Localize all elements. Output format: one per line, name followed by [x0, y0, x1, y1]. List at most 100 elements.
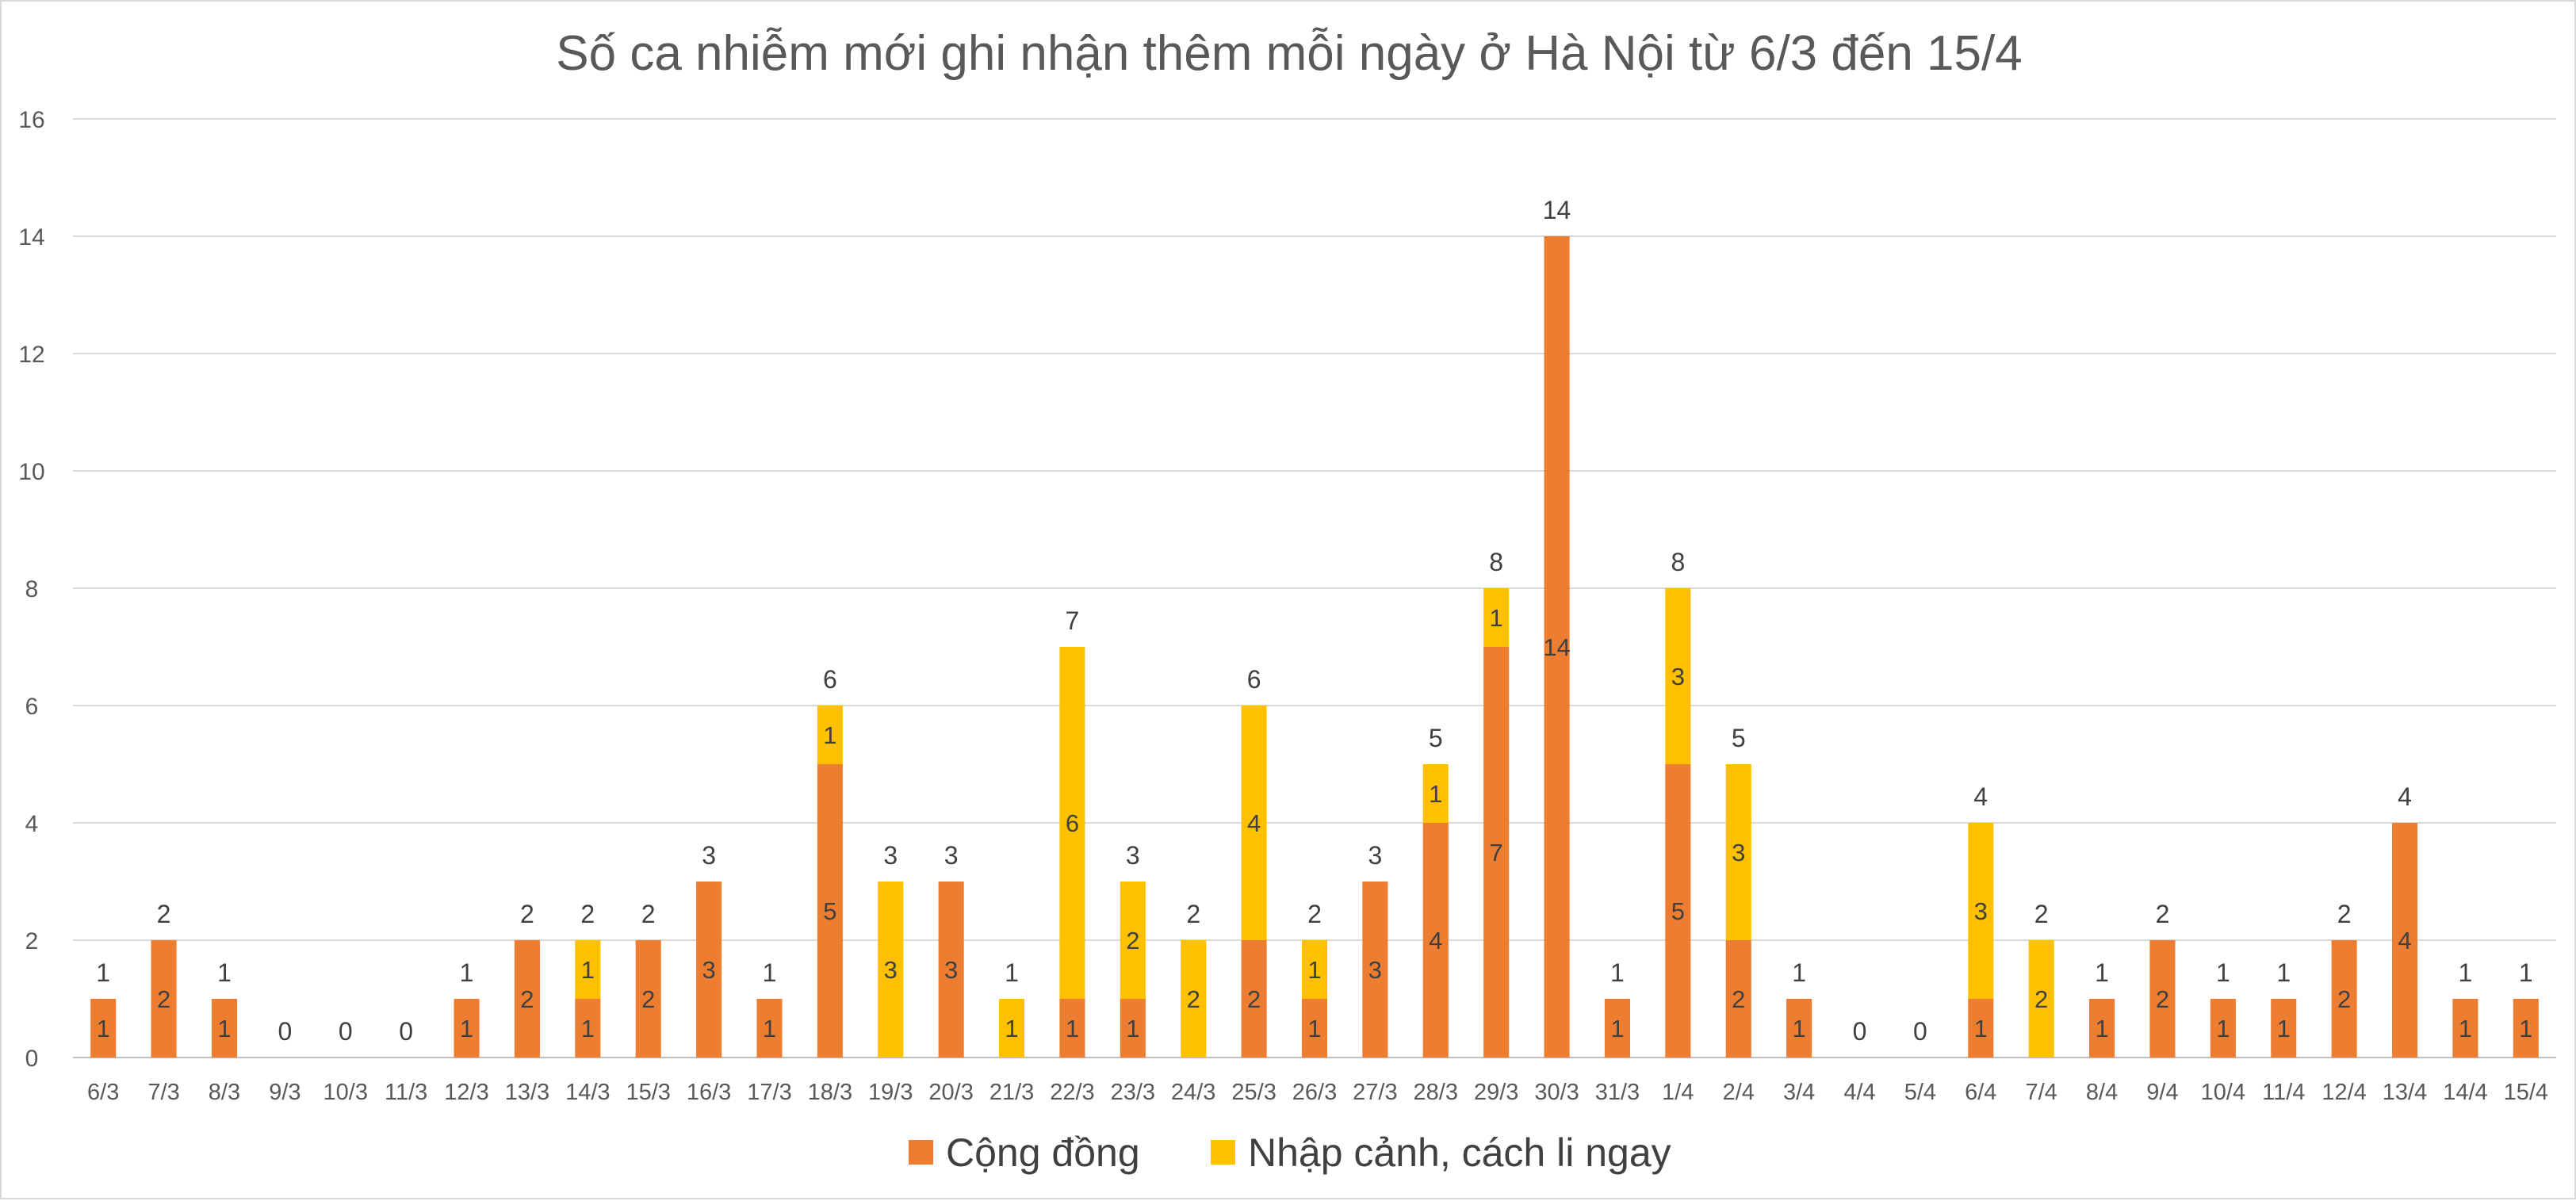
segment-data-label: 1: [1126, 1015, 1139, 1042]
legend-label-cong-dong: Cộng đồng: [946, 1130, 1140, 1175]
x-tick-label: 11/3: [385, 1080, 427, 1105]
segment-data-label: 2: [2337, 985, 2351, 1013]
total-data-label: 14: [1543, 196, 1571, 224]
segment-data-label: 1: [1005, 1015, 1018, 1042]
y-tick-label: 2: [25, 928, 39, 954]
bar-segment-cong-dong: [211, 999, 238, 1058]
x-tick-label: 9/4: [2146, 1080, 2178, 1105]
bar-segment-cong-dong: [1422, 823, 1449, 1058]
total-data-label: 1: [2095, 958, 2109, 987]
bar-segment-nhap-canh: [1725, 764, 1751, 940]
segment-data-label: 1: [2459, 1015, 2472, 1042]
segment-data-label: 2: [2034, 985, 2048, 1013]
bar-segment-cong-dong: [1120, 999, 1146, 1058]
segment-data-label: 4: [1429, 927, 1442, 954]
bar-segment-cong-dong: [454, 999, 480, 1058]
bar-segment-cong-dong: [2149, 940, 2176, 1058]
total-data-label: 8: [1489, 548, 1503, 576]
y-tick-label: 8: [25, 576, 39, 602]
y-tick-label: 16: [18, 107, 44, 133]
x-tick-label: 10/3: [323, 1080, 368, 1105]
x-tick-label: 15/4: [2504, 1080, 2548, 1105]
bar-segment-cong-dong: [1968, 999, 1994, 1058]
y-tick-label: 4: [25, 811, 39, 837]
total-data-label: 1: [96, 958, 110, 987]
bar-segment-cong-dong: [2331, 940, 2357, 1058]
x-tick-label: 3/4: [1783, 1080, 1815, 1105]
total-data-label: 2: [2034, 900, 2049, 928]
total-data-label: 3: [1368, 841, 1382, 870]
bar-segment-cong-dong: [756, 999, 783, 1058]
total-data-label: 6: [1247, 665, 1261, 694]
total-data-label: 1: [2216, 958, 2230, 987]
bar-segment-cong-dong: [1725, 940, 1751, 1058]
y-tick-label: 0: [25, 1046, 39, 1072]
segment-data-label: 3: [702, 956, 715, 984]
total-data-label: 2: [520, 900, 534, 928]
total-data-label: 2: [2337, 900, 2352, 928]
x-tick-label: 1/4: [1662, 1080, 1694, 1105]
x-tick-label: 14/4: [2443, 1080, 2487, 1105]
bar-segment-nhap-canh: [1059, 647, 1085, 999]
total-data-label: 0: [399, 1017, 413, 1046]
segment-data-label: 3: [1368, 956, 1382, 984]
segment-data-label: 2: [1247, 985, 1261, 1013]
bar-segment-nhap-canh: [1422, 764, 1449, 823]
segment-data-label: 1: [460, 1015, 473, 1042]
bar-segment-cong-dong: [151, 940, 177, 1058]
total-data-label: 4: [2398, 782, 2412, 811]
segment-data-label: 3: [884, 956, 898, 984]
x-tick-label: 12/3: [444, 1080, 488, 1105]
total-data-label: 2: [1186, 900, 1200, 928]
segment-data-label: 1: [823, 721, 836, 749]
legend-swatch-cong-dong: [909, 1140, 933, 1165]
x-tick-label: 9/3: [269, 1080, 300, 1105]
segment-data-label: 2: [157, 985, 170, 1013]
total-data-label: 7: [1066, 606, 1080, 635]
segment-data-label: 1: [763, 1015, 776, 1042]
total-data-label: 0: [278, 1017, 292, 1046]
bar-segment-nhap-canh: [1301, 940, 1328, 999]
legend-swatch-nhap-canh: [1211, 1140, 1235, 1165]
bar-segment-nhap-canh: [2028, 940, 2054, 1058]
bar-segment-cong-dong: [635, 940, 661, 1058]
bar-segment-cong-dong: [1665, 764, 1691, 1058]
segment-data-label: 1: [1974, 1015, 1988, 1042]
x-tick-label: 13/4: [2383, 1080, 2427, 1105]
segment-data-label: 3: [1974, 897, 1988, 925]
segment-data-label: 1: [1307, 1015, 1321, 1042]
x-tick-label: 14/3: [565, 1080, 610, 1105]
bar-segment-cong-dong: [2452, 999, 2478, 1058]
total-data-label: 2: [2156, 900, 2170, 928]
segment-data-label: 1: [1792, 1015, 1805, 1042]
bar-segment-nhap-canh: [1665, 588, 1691, 764]
x-tick-label: 8/3: [209, 1080, 240, 1105]
bar-segment-cong-dong: [1059, 999, 1085, 1058]
total-data-label: 0: [339, 1017, 353, 1046]
segment-data-label: 4: [2398, 927, 2411, 954]
segment-data-label: 2: [1126, 927, 1139, 954]
segment-data-label: 2: [2156, 985, 2169, 1013]
x-tick-label: 24/3: [1171, 1080, 1215, 1105]
x-tick-label: 27/3: [1353, 1080, 1397, 1105]
bar-segment-cong-dong: [2391, 823, 2418, 1058]
segment-data-label: 1: [2277, 1015, 2291, 1042]
x-tick-label: 8/4: [2086, 1080, 2118, 1105]
legend-label-nhap-canh: Nhập cảnh, cách li ngay: [1248, 1130, 1671, 1175]
x-tick-label: 23/3: [1111, 1080, 1155, 1105]
segment-data-label: 3: [1671, 663, 1685, 690]
total-data-label: 0: [1853, 1017, 1867, 1046]
bar-segment-nhap-canh: [1120, 882, 1146, 999]
x-tick-label: 7/3: [147, 1080, 179, 1105]
bar-segment-cong-dong: [1241, 940, 1267, 1058]
total-data-label: 2: [1307, 900, 1322, 928]
segment-data-label: 3: [1732, 839, 1745, 866]
x-tick-label: 12/4: [2321, 1080, 2366, 1105]
x-tick-label: 25/3: [1231, 1080, 1276, 1105]
x-tick-label: 28/3: [1414, 1080, 1458, 1105]
segment-data-label: 7: [1490, 839, 1503, 866]
x-tick-label: 20/3: [928, 1080, 973, 1105]
bar-segment-cong-dong: [1786, 999, 1812, 1058]
segment-data-label: 5: [823, 897, 836, 925]
